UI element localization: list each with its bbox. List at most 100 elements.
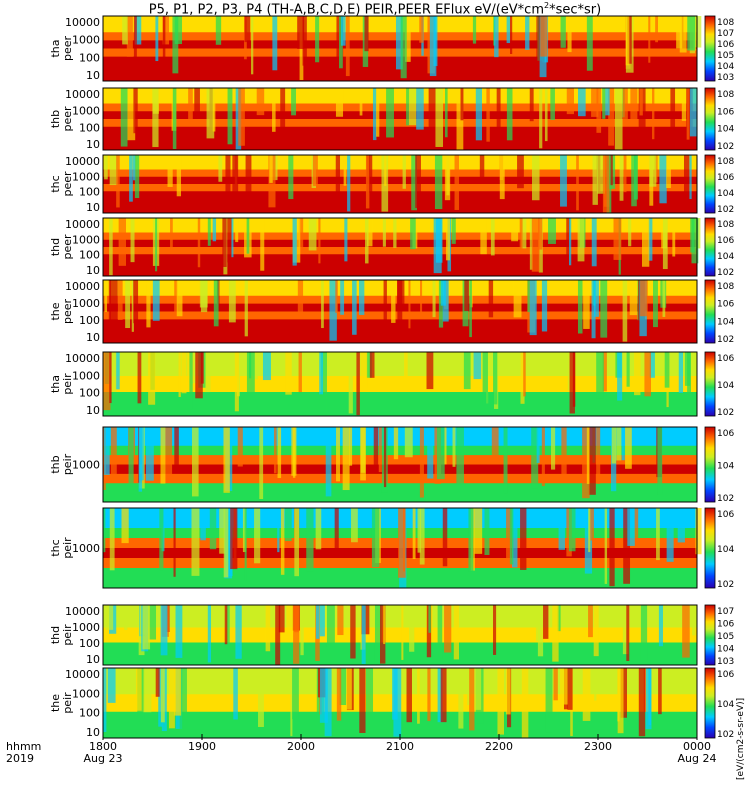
heatmap-streak — [509, 508, 514, 565]
heatmap-streak — [649, 352, 655, 378]
heatmap-streak — [419, 16, 424, 43]
heatmap-band — [103, 232, 697, 241]
chart-title-sup: 2 — [543, 1, 550, 10]
heatmap-streak — [346, 668, 352, 710]
heatmap-streak — [583, 280, 590, 329]
heatmap-streak — [188, 88, 193, 122]
heatmap-streak — [591, 280, 596, 339]
heatmap-streak — [626, 352, 630, 387]
heatmap-streak — [248, 352, 252, 379]
heatmap-streak — [537, 605, 544, 657]
heatmap-band — [103, 392, 697, 401]
heatmap-streak — [246, 218, 250, 254]
heatmap-streak — [195, 352, 203, 399]
y-tick-label: 1000 — [72, 233, 100, 246]
heatmap-streak — [343, 155, 347, 186]
heatmap-streak — [586, 427, 590, 484]
heatmap-streak — [408, 280, 411, 329]
heatmap-streak — [496, 88, 501, 140]
heatmap-streak — [627, 508, 635, 546]
heatmap-band — [103, 254, 697, 262]
heatmap-streak — [490, 218, 495, 256]
heatmap-streak — [312, 155, 318, 187]
heatmap-band — [103, 327, 697, 336]
heatmap-streak — [308, 218, 317, 251]
heatmap-streak — [506, 88, 513, 141]
heatmap-streak — [359, 668, 366, 733]
colorbar — [704, 87, 716, 151]
heatmap-streak — [520, 352, 525, 404]
heatmap-streak — [126, 16, 133, 57]
heatmap-streak — [349, 427, 353, 466]
heatmap-band — [103, 176, 697, 185]
heatmap-streak — [227, 88, 233, 145]
heatmap-streak — [604, 508, 608, 584]
heatmap-band — [103, 384, 697, 393]
heatmap-streak — [347, 155, 351, 212]
heatmap-streak — [209, 508, 217, 550]
heatmap-streak — [206, 88, 215, 139]
heatmap-band — [103, 445, 697, 456]
heatmap-streak — [170, 218, 173, 249]
heatmap-streak — [235, 218, 239, 243]
heatmap-streak — [384, 155, 387, 186]
heatmap-streak — [499, 155, 505, 200]
colorbar-tick-label: 102 — [717, 730, 734, 740]
heatmap-streak — [315, 605, 320, 639]
heatmap-band — [103, 635, 697, 643]
heatmap-streak — [543, 605, 549, 639]
heatmap-streak — [474, 508, 483, 554]
heatmap-streak — [436, 427, 445, 480]
chart-title-tail: *sec*sr) — [549, 2, 602, 18]
heatmap-streak — [437, 605, 443, 659]
heatmap-streak — [521, 668, 529, 738]
y-tick-label: 1000 — [72, 687, 100, 700]
y-tick-label: 100 — [79, 186, 100, 199]
heatmap-streak — [623, 155, 627, 193]
heatmap-streak — [344, 218, 348, 262]
heatmap-streak — [252, 352, 258, 380]
heatmap-streak — [591, 88, 599, 117]
y-tick-label: 10 — [86, 138, 100, 151]
heatmap-streak — [391, 280, 396, 323]
heatmap-streak — [237, 427, 243, 467]
heatmap-streak — [104, 427, 110, 475]
heatmap-streak — [143, 668, 152, 713]
heatmap-streak — [417, 508, 421, 553]
heatmap-band — [103, 408, 697, 417]
heatmap-band — [103, 191, 697, 199]
colorbar-tick-label: 102 — [717, 580, 734, 590]
heatmap-streak — [511, 218, 519, 242]
heatmap-streak — [324, 668, 332, 737]
heatmap-streak — [152, 88, 159, 148]
panel-thb-peer: 10000 1000 100 10 thb peer 108 106 104 102 — [49, 87, 734, 152]
heatmap-streak — [152, 280, 160, 321]
heatmap-streak — [592, 155, 598, 205]
heatmap-streak — [168, 668, 175, 729]
heatmap-streak — [453, 605, 459, 660]
heatmap-streak — [174, 668, 182, 716]
heatmap-streak — [300, 605, 304, 656]
heatmap-streak — [272, 16, 278, 71]
heatmap-streak — [212, 218, 217, 242]
heatmap-streak — [393, 668, 402, 737]
heatmap-streak — [293, 605, 300, 664]
heatmap-streak — [306, 508, 314, 572]
colorbar-tick-label: 104 — [717, 700, 734, 710]
heatmap-streak — [525, 16, 530, 50]
heatmap-streak — [234, 352, 239, 412]
heatmap-streak — [640, 605, 648, 661]
heatmap-streak — [484, 508, 490, 555]
heatmap-band — [103, 247, 697, 255]
heatmap-streak — [288, 155, 294, 200]
heatmap-streak — [260, 218, 265, 271]
colorbar-tick-label: 102 — [717, 205, 734, 215]
heatmap-band — [103, 650, 697, 658]
heatmap-streak — [232, 155, 239, 193]
colorbar — [704, 604, 716, 666]
heatmap-streak — [589, 508, 594, 541]
colorbar — [704, 217, 716, 277]
heatmap-streak — [278, 605, 285, 633]
heatmap-streak — [415, 155, 421, 209]
heatmap-streak — [298, 352, 302, 393]
